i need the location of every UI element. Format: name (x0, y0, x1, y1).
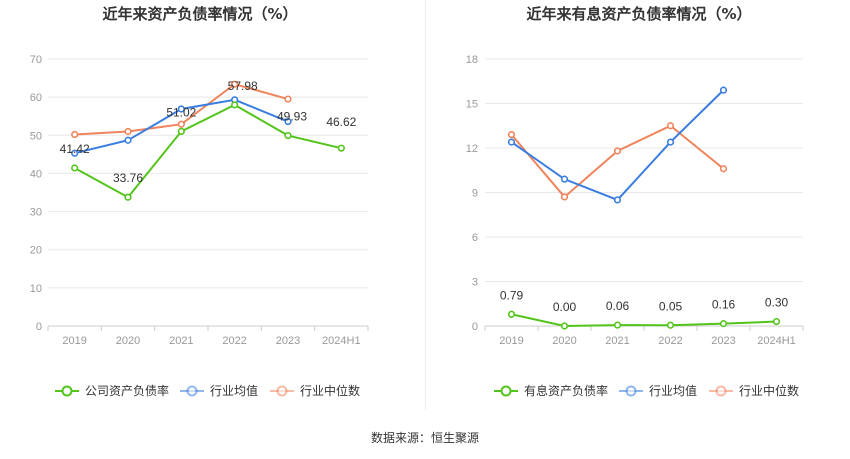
data-point (719, 86, 728, 94)
x-tick-label: 2022 (658, 335, 682, 347)
data-point (507, 310, 516, 318)
data-point (666, 138, 675, 146)
data-point (507, 131, 516, 139)
data-point (124, 127, 132, 136)
y-tick-label: 50 (30, 130, 42, 142)
y-tick-label: 15 (466, 99, 478, 111)
data-point (177, 127, 185, 135)
y-tick-label: 20 (30, 245, 42, 257)
series-line-2 (510, 89, 725, 202)
chart-title: 近年来有息资产负债率情况（%） (526, 5, 751, 23)
x-tick-label: 2019 (62, 335, 86, 347)
series-line-1 (511, 313, 777, 328)
legend-item: 公司资产负债率 (55, 383, 169, 398)
data-label: 41.42 (60, 142, 90, 156)
chart-1: 近年来资产负债率情况（%） 0 10 20 30 40 50 60 70 2019 2020 2021… (30, 5, 369, 398)
data-point (613, 147, 622, 155)
legend-label: 行业均值 (210, 383, 258, 398)
y-tick-label: 6 (472, 232, 478, 244)
data-point (613, 321, 622, 329)
legend-marker (625, 385, 637, 397)
data-point (177, 105, 185, 113)
data-point (284, 131, 292, 140)
y-tick-label: 70 (30, 54, 42, 66)
data-point (337, 144, 345, 152)
legend-label: 有息资产负债率 (524, 383, 608, 398)
x-tick-label: 2022 (222, 335, 246, 347)
data-point (71, 164, 79, 172)
legend-item: 行业均值 (180, 383, 258, 398)
legend-label: 公司资产负债率 (85, 383, 169, 398)
y-tick-label: 40 (30, 168, 42, 180)
data-label: 0.79 (500, 288, 524, 302)
x-tick-label: 2024H1 (322, 335, 361, 347)
panel-divider (425, 0, 426, 410)
x-tick-label: 2021 (169, 335, 193, 347)
data-point (560, 175, 569, 183)
data-point (666, 321, 675, 329)
y-tick-label: 30 (30, 207, 42, 219)
y-tick-label: 12 (466, 143, 478, 155)
data-label: 51.02 (166, 105, 196, 119)
x-tick-label: 2023 (276, 335, 300, 347)
y-tick-label: 60 (30, 92, 42, 104)
x-tick-label: 2019 (499, 335, 523, 347)
chart-2: 近年来有息资产负债率情况（%） 0 3 6 9 12 15 18 2019 2020 2021 202… (466, 5, 804, 398)
data-label: 57.98 (228, 79, 258, 93)
data-label: 33.76 (113, 171, 143, 185)
x-tick-label: 2024H1 (757, 335, 796, 347)
series-line-1 (74, 103, 342, 199)
legend-label: 行业中位数 (300, 383, 360, 398)
data-point (71, 149, 79, 157)
data-point (560, 193, 569, 201)
data-point (284, 117, 292, 126)
legend-marker (186, 385, 198, 397)
y-tick-label: 9 (472, 188, 478, 200)
data-label: 0.00 (553, 300, 577, 314)
source-note: 数据来源：恒生聚源 (370, 431, 479, 445)
series-line-3 (510, 124, 725, 199)
legend-marker (61, 385, 73, 397)
chart-title: 近年来资产负债率情况（%） (102, 5, 297, 23)
legend-item: 行业中位数 (709, 383, 799, 398)
data-point (124, 136, 132, 144)
data-point (124, 193, 132, 201)
data-label: 0.16 (712, 298, 736, 312)
data-label: 0.05 (659, 299, 683, 313)
data-point (719, 320, 728, 328)
data-point (772, 317, 781, 326)
data-point (231, 80, 239, 88)
data-point (231, 101, 239, 109)
data-label: 49.93 (277, 110, 307, 124)
legend-item: 行业均值 (619, 383, 697, 398)
y-tick-label: 18 (466, 54, 478, 66)
data-point (666, 122, 675, 130)
y-tick-label: 10 (30, 283, 42, 295)
data-label: 0.30 (765, 296, 789, 310)
y-tick-label: 0 (472, 321, 478, 333)
legend-marker (715, 385, 727, 397)
x-tick-label: 2023 (711, 335, 735, 347)
legend-label: 行业均值 (649, 383, 697, 398)
x-tick-label: 2021 (605, 335, 629, 347)
data-point (71, 130, 79, 139)
legend-item: 有息资产负债率 (494, 383, 608, 398)
y-tick-label: 0 (36, 321, 42, 333)
x-tick-label: 2020 (552, 335, 576, 347)
legend-marker (500, 385, 512, 397)
data-point (560, 322, 569, 330)
data-point (719, 165, 728, 173)
data-point (284, 95, 292, 103)
data-point (177, 120, 185, 128)
y-tick-label: 3 (472, 277, 478, 289)
legend-item: 行业中位数 (270, 383, 360, 398)
legend-marker (276, 385, 288, 397)
data-label: 46.62 (326, 115, 356, 129)
data-point (613, 196, 622, 204)
x-tick-label: 2020 (116, 335, 140, 347)
data-label: 0.06 (606, 299, 630, 313)
legend-label: 行业中位数 (739, 383, 799, 398)
data-point (507, 138, 516, 146)
